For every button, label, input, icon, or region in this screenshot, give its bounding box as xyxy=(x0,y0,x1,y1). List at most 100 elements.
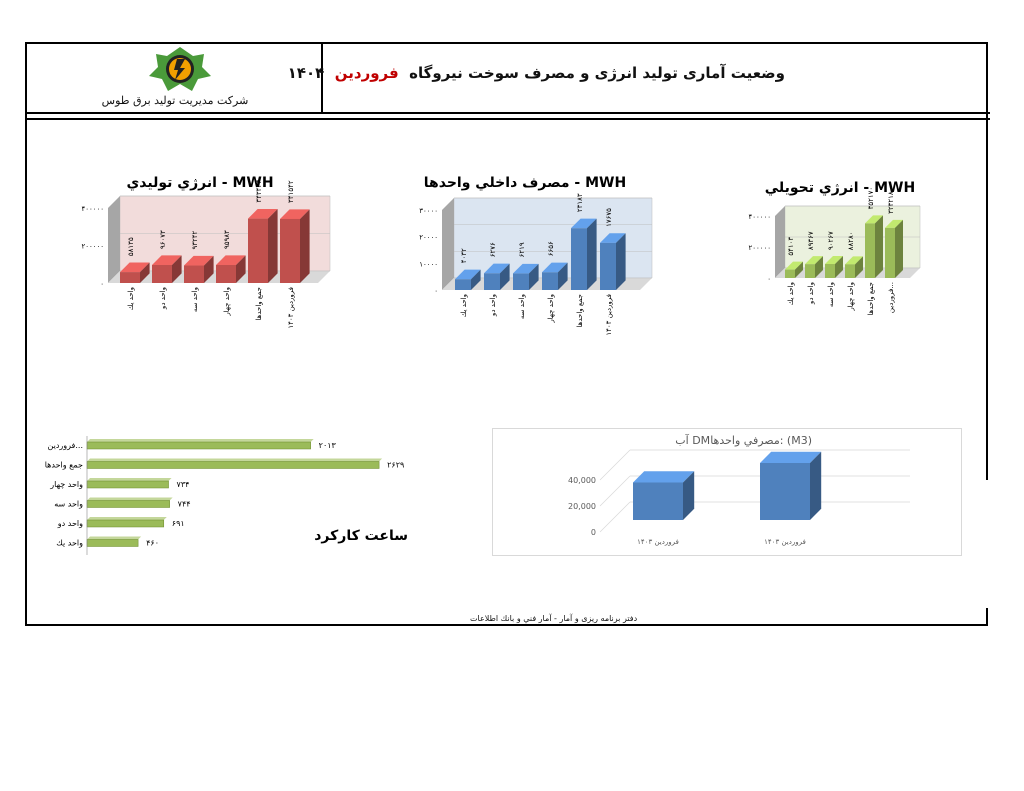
x-tick-label: واحد چهار xyxy=(547,294,555,324)
x-tick-label: جمع واحدها xyxy=(867,282,875,315)
bar-side xyxy=(471,269,481,290)
x-tick-label: واحد يك xyxy=(127,287,135,310)
bar-top xyxy=(542,262,568,273)
category-label: واحد دو xyxy=(57,519,83,528)
bar-side xyxy=(172,255,182,283)
data-label: ۸۹۳۶۷ xyxy=(807,231,815,250)
y-tick-label: 0 xyxy=(591,528,596,537)
data-label: ۶۲۷۶ xyxy=(489,242,497,257)
page-edge-cover xyxy=(965,480,991,608)
data-label: ۹۰۲۶۷ xyxy=(827,231,835,250)
y-tick-label: ۴۰۰۰۰۰ xyxy=(748,213,771,221)
bar-top xyxy=(484,263,510,274)
data-label: ۱۷۶۷۵ xyxy=(605,208,613,227)
bar-side xyxy=(683,471,695,520)
bar-top xyxy=(87,517,167,520)
bar-side xyxy=(855,256,863,278)
y-tick-label: ۰ xyxy=(434,287,438,295)
bar xyxy=(86,500,170,508)
x-tick-label: فروردين ۱۴۰۳ xyxy=(605,294,613,336)
category-label: واحد سه xyxy=(54,500,83,509)
category-label: فروردين... xyxy=(48,441,83,450)
data-label: ۴۶۰ xyxy=(146,539,159,548)
data-label: ۲۰۱۳ xyxy=(319,441,337,450)
bar-top xyxy=(845,256,863,265)
bar-top xyxy=(216,255,246,266)
operating-hours-chart: فروردين... ۲۰۱۳ جمع واحدها ۲۶۲۹ واحد چهار ۷۳۴… xyxy=(45,436,408,555)
gridline-diagonal xyxy=(599,449,631,481)
y-tick-label: 40,000 xyxy=(568,476,596,485)
bar xyxy=(633,482,683,520)
header-divider xyxy=(25,112,990,114)
chart-title: مصرف داخلي واحدها - MWH xyxy=(424,175,626,191)
bar-side xyxy=(895,219,903,278)
y-tick-label: ۲۰۰۰۰ xyxy=(419,234,438,242)
bar-top xyxy=(785,261,803,270)
x-tick-label: فروردين ۱۴۰۳ xyxy=(764,538,806,546)
data-label: ۹۳۲۴۲ xyxy=(191,230,199,249)
bar xyxy=(86,461,380,469)
title-year: ۱۴۰۴ xyxy=(287,64,325,82)
y-tick-label: 20,000 xyxy=(568,502,596,511)
x-tick-label: واحد سه xyxy=(191,287,199,312)
bar xyxy=(865,223,875,278)
bar-top xyxy=(87,439,314,442)
x-tick-label: فروردين... xyxy=(887,282,895,313)
company-name: شرکت مدیریت تولید برق طوس xyxy=(101,94,249,107)
data-label: ۷۴۴ xyxy=(178,500,191,509)
bar-top xyxy=(513,263,539,274)
x-tick-label: جمع واحدها xyxy=(576,294,584,327)
bar-side xyxy=(810,451,822,520)
y-tick-label: ۴۰۰۰۰۰ xyxy=(81,205,104,213)
bar-top xyxy=(600,233,626,243)
bar-top xyxy=(633,471,695,483)
category-label: واحد چهار xyxy=(49,480,83,489)
data-label: ۳۴۳۴۳۳ xyxy=(255,180,263,203)
bar xyxy=(845,264,855,278)
chart-border xyxy=(492,428,962,556)
data-label: ۲۳۱۸۳ xyxy=(576,193,584,212)
bar-side xyxy=(500,263,510,290)
data-label: ۵۸۱۳۵ xyxy=(127,237,135,256)
bar-side xyxy=(835,256,843,278)
bar-side xyxy=(300,209,310,283)
data-label: ۹۶۰۷۳ xyxy=(159,230,167,249)
bar-top xyxy=(248,209,278,219)
bar-side xyxy=(558,262,568,290)
bar-top xyxy=(571,218,597,229)
bar-top xyxy=(825,256,843,265)
bar xyxy=(86,519,165,528)
bar xyxy=(216,265,236,283)
data-label: ۶۶۵۶ xyxy=(547,241,555,256)
header-vertical-divider xyxy=(321,42,323,114)
internal-consumption-chart: مصرف داخلي واحدها - MWH ۰ ۱۰۰۰۰ ۲۰۰۰۰ ۳۰۰۰۰ ۴… xyxy=(419,175,653,336)
x-tick-label: واحد دو xyxy=(159,287,167,310)
bar xyxy=(571,228,587,290)
bar-top xyxy=(455,269,481,280)
gridline-diagonal xyxy=(599,501,631,533)
delivered-energy-chart: انرژي تحويلي - MWH ۰ ۲۰۰۰۰۰ ۴۰۰۰۰۰ ۵۴۱۰۳ واحد… xyxy=(748,180,921,315)
data-label: ۵۴۱۰۳ xyxy=(787,237,795,256)
bar-top xyxy=(120,262,150,273)
data-label: ۸۸۲۸۰ xyxy=(847,232,855,251)
title-month: فروردین xyxy=(334,64,399,82)
bar-side xyxy=(795,261,803,278)
bar-side xyxy=(204,255,214,283)
data-label: ۶۲۱۹ xyxy=(518,242,526,257)
bar xyxy=(184,265,204,283)
generated-energy-chart: انرژي توليدي - MWH ۰ ۲۰۰۰۰۰ ۴۰۰۰۰۰ ۵۸۱۳۵ واحد… xyxy=(81,175,331,329)
bar-side xyxy=(875,215,883,278)
x-tick-label: واحد دو xyxy=(489,294,497,317)
bar-side xyxy=(815,256,823,278)
category-label: جمع واحدها xyxy=(45,461,83,470)
bar xyxy=(760,463,810,520)
bar-side xyxy=(529,263,539,290)
bar xyxy=(86,441,311,450)
bar xyxy=(280,218,300,283)
chart-title: آب DMمصرفي واحدها: (M3) xyxy=(675,433,812,447)
bar-top xyxy=(280,209,310,219)
bar-top xyxy=(87,458,383,462)
bar-top xyxy=(805,256,823,265)
data-label: ۲۶۲۹ xyxy=(387,461,404,470)
x-tick-label: فروردين ۱۴۰۳ xyxy=(637,538,679,546)
